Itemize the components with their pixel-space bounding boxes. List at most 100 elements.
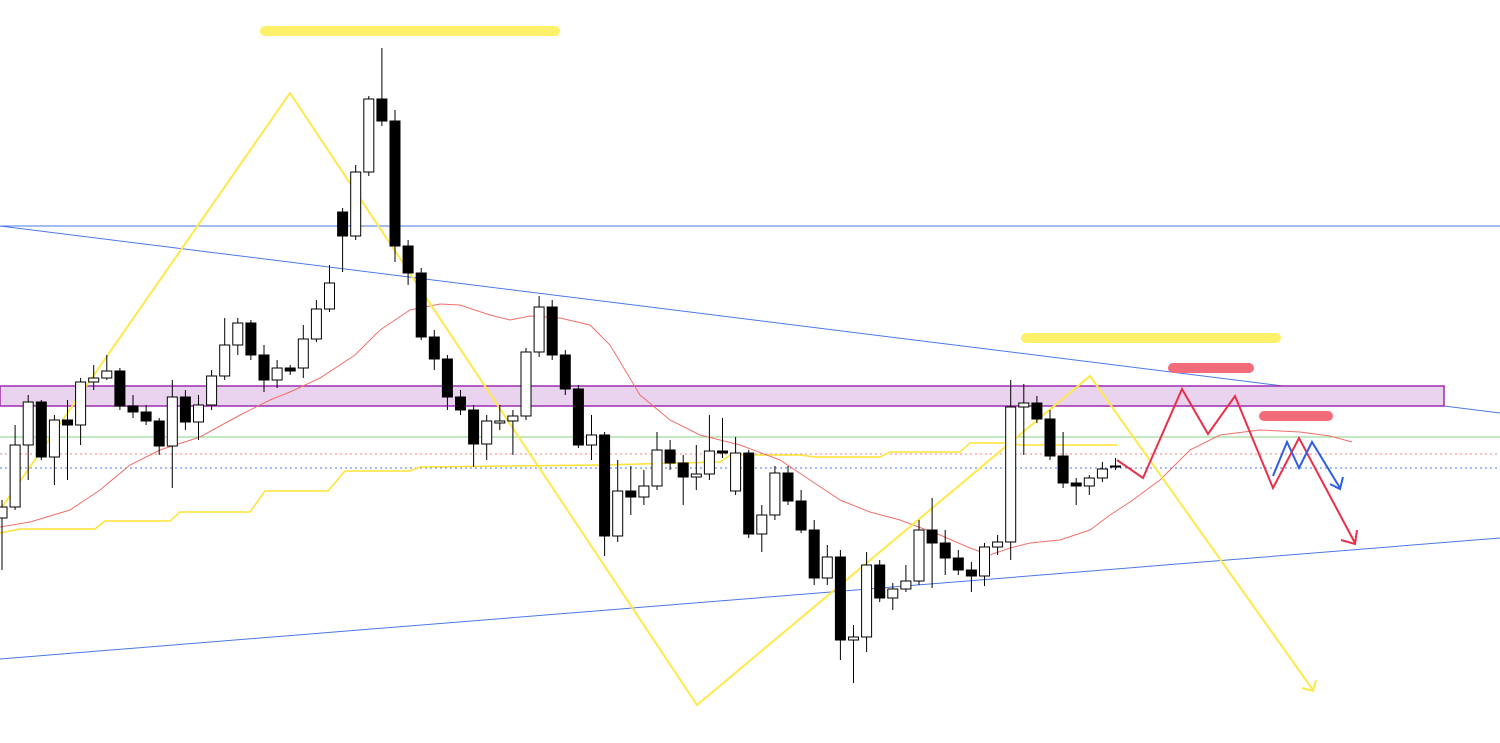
candle-body — [297, 338, 309, 369]
arrow-head — [1301, 679, 1317, 693]
candle-body — [415, 272, 427, 338]
candle-body — [743, 452, 755, 535]
candle-body — [586, 434, 597, 446]
candle-body — [363, 98, 375, 173]
moving-average — [0, 303, 1353, 556]
candles — [0, 48, 1121, 683]
candle-body — [324, 282, 335, 310]
candle-body — [1005, 406, 1017, 543]
candle-body — [690, 473, 702, 478]
candle-body — [703, 450, 715, 475]
candle-body — [874, 564, 886, 599]
candle-body — [206, 375, 218, 406]
candle-body — [455, 396, 466, 411]
candle-body — [900, 580, 912, 590]
candle-body — [559, 354, 571, 390]
candle-body — [625, 490, 637, 498]
candle-body — [35, 401, 47, 458]
candle-body — [114, 370, 126, 407]
candle-body — [926, 529, 938, 544]
candle-body — [179, 396, 191, 423]
candle-body — [572, 388, 584, 446]
candle-body — [638, 485, 650, 498]
candle-body — [153, 420, 165, 447]
candle-body — [952, 557, 964, 571]
scenario-line — [1116, 386, 1356, 544]
candle-body — [494, 420, 506, 424]
candle-body — [717, 450, 728, 454]
candle-body — [769, 472, 781, 516]
candle-body — [389, 120, 401, 247]
candle-body — [271, 367, 283, 381]
candle-body — [0, 506, 8, 519]
candle-body — [861, 564, 873, 638]
candle-body — [1031, 402, 1043, 420]
candle-body — [481, 420, 493, 445]
candle-body — [677, 462, 689, 478]
candle-body — [376, 98, 388, 122]
wave-line — [0, 91, 1314, 707]
candle-body — [979, 546, 990, 577]
candle-body — [795, 500, 807, 531]
candle-body — [219, 344, 231, 377]
arrow-head — [1340, 529, 1358, 546]
candle-body — [782, 472, 794, 502]
baseline-indicator — [0, 442, 1117, 534]
candle-body — [62, 419, 73, 426]
candle-body — [22, 401, 34, 446]
candle-body — [337, 211, 349, 237]
candle-body — [1070, 482, 1082, 487]
candle-body — [75, 381, 87, 426]
candle-body — [9, 444, 21, 508]
candle-body — [664, 449, 676, 464]
candle-body — [1096, 468, 1108, 479]
candle-body — [507, 415, 519, 422]
candle-body — [887, 588, 899, 599]
candle-body — [821, 556, 833, 579]
trend-line — [0, 537, 1500, 660]
candle-body — [913, 529, 925, 582]
candle-body — [310, 308, 322, 340]
candle-body — [258, 354, 270, 381]
candle-body — [730, 452, 742, 492]
candle-body — [651, 449, 663, 487]
candle-body — [428, 336, 440, 360]
candle-body — [350, 171, 362, 237]
candle-body — [965, 569, 977, 577]
candle-body — [546, 306, 558, 356]
candle-body — [127, 405, 139, 413]
candle-body — [193, 404, 204, 423]
candle-body — [848, 636, 859, 641]
arrow-head — [1329, 476, 1344, 491]
candle-body — [284, 367, 296, 372]
candle-body — [402, 245, 414, 274]
candle-body — [468, 409, 480, 445]
candle-body — [1057, 455, 1069, 484]
candle-body — [166, 396, 178, 447]
scenario-line — [1272, 439, 1341, 489]
candle-body — [48, 419, 60, 458]
candle-body — [533, 306, 545, 353]
candle-body — [520, 351, 532, 417]
candle-body — [1110, 465, 1121, 468]
candle-body — [232, 322, 244, 346]
candle-body — [939, 542, 951, 559]
candle-body — [756, 514, 768, 535]
candle-body — [612, 490, 624, 537]
trend-line — [0, 225, 1500, 414]
candle-body — [101, 370, 113, 379]
candle-body — [88, 377, 100, 383]
candle-body — [1044, 418, 1056, 457]
resistance-zone — [0, 385, 1445, 407]
candle-body — [599, 434, 611, 537]
candle-body — [140, 411, 152, 422]
candle-body — [808, 529, 820, 579]
candle-body — [1083, 477, 1095, 487]
candle-body — [834, 556, 846, 641]
candle-body — [992, 541, 1004, 548]
candle-body — [441, 358, 453, 398]
candle-body — [245, 322, 257, 356]
drawings — [0, 26, 1500, 707]
